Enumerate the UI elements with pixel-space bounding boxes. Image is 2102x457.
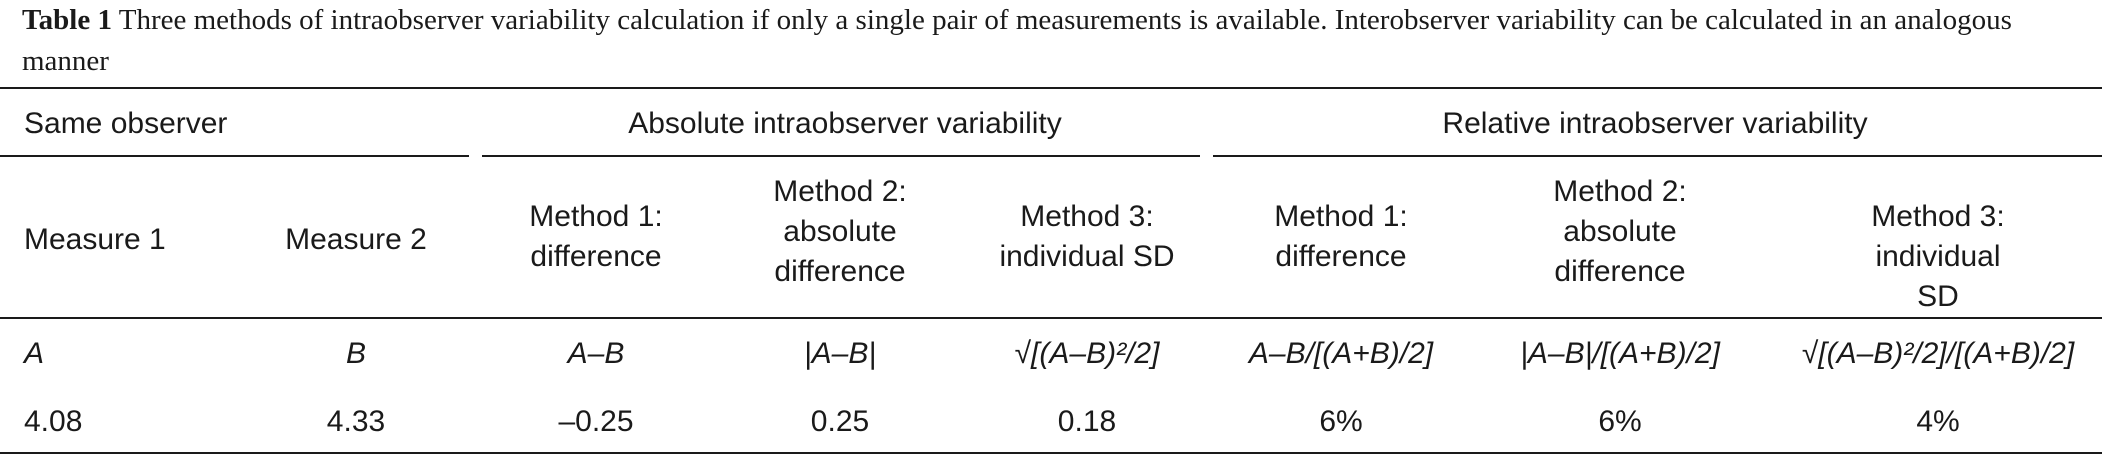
formula-cell-measure-1: A bbox=[24, 337, 45, 370]
column-header-rel-method-1: Method 1: difference bbox=[1274, 200, 1408, 273]
column-header-rel-method-3: Method 3: individual SD bbox=[1871, 200, 2005, 313]
value-cell-abs-method-1: –0.25 bbox=[558, 405, 634, 438]
table-bottom-rule bbox=[0, 452, 2102, 454]
formula-cell-abs-method-3: √[(A–B)²/2] bbox=[1014, 337, 1160, 370]
column-header-abs-method-3: Method 3: individual SD bbox=[999, 200, 1175, 273]
formula-cell-rel-method-2: |A–B|/[(A+B)/2] bbox=[1520, 337, 1720, 370]
column-header-rel-method-2: Method 2: absolute difference bbox=[1553, 175, 1687, 288]
value-cell-rel-method-3: 4% bbox=[1916, 405, 1960, 438]
value-cell-abs-method-3: 0.18 bbox=[1057, 405, 1117, 438]
formula-cell-measure-2: B bbox=[345, 337, 367, 370]
header-bottom-rule bbox=[0, 317, 2102, 319]
group-rule-absolute bbox=[482, 155, 1200, 157]
group-rule-relative bbox=[1213, 155, 2102, 157]
formula-cell-abs-method-2: |A–B| bbox=[803, 337, 877, 370]
column-header-abs-method-2: Method 2: absolute difference bbox=[773, 175, 907, 288]
formula-cell-abs-method-1: A–B bbox=[567, 337, 625, 370]
column-header-measure-1: Measure 1 bbox=[24, 223, 166, 256]
formula-cell-rel-method-3: √[(A–B)²/2]/[(A+B)/2] bbox=[1801, 337, 2075, 370]
group-header-absolute: Absolute intraobserver variability bbox=[628, 107, 1062, 140]
group-rule-same-observer bbox=[0, 155, 469, 157]
value-cell-abs-method-2: 0.25 bbox=[810, 405, 870, 438]
table-top-rule bbox=[0, 87, 2102, 89]
group-header-same-observer: Same observer bbox=[24, 107, 228, 140]
value-cell-measure-2: 4.33 bbox=[326, 405, 386, 438]
caption-label: Table 1 bbox=[22, 4, 112, 36]
column-header-abs-method-1: Method 1: difference bbox=[529, 200, 663, 273]
group-header-relative: Relative intraobserver variability bbox=[1442, 107, 1868, 140]
formula-cell-rel-method-1: A–B/[(A+B)/2] bbox=[1248, 337, 1434, 370]
table-caption: Table 1 Three methods of intraobserver v… bbox=[22, 0, 2092, 82]
value-cell-rel-method-1: 6% bbox=[1319, 405, 1363, 438]
value-cell-measure-1: 4.08 bbox=[24, 405, 83, 438]
value-cell-rel-method-2: 6% bbox=[1598, 405, 1642, 438]
column-header-measure-2: Measure 2 bbox=[285, 223, 427, 256]
caption-text: Three methods of intraobserver variabili… bbox=[22, 4, 2012, 77]
